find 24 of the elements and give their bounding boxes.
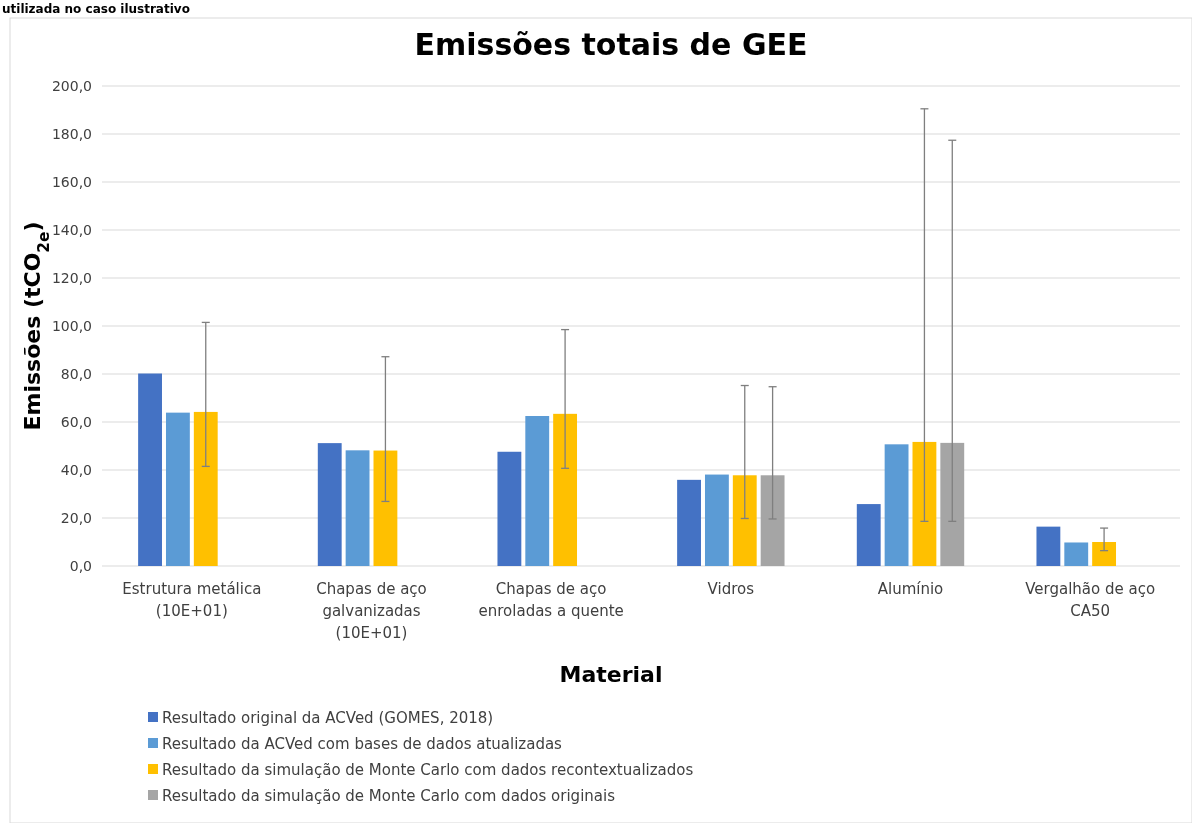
x-tick-label: Chapas de aço enroladas a quente [478,580,624,620]
y-tick-label: 160,0 [51,173,92,190]
y-tick-label: 140,0 [51,221,92,238]
y-tick-label: 40,0 [60,461,92,478]
legend-label: Resultado da simulação de Monte Carlo com dados recontextualizados [162,761,694,780]
x-axis-title: Material [559,662,663,687]
legend-label: Resultado da ACVed com bases de dados atualizadas [162,735,563,754]
x-tick-label: Chapas de aço galvanizadas (10E+01) [316,580,427,642]
x-tick-label: Vergalhão de aço CA50 [1025,580,1156,620]
text: utilizada no caso ilustrativo [2,2,190,16]
x-tick-label: Alumínio [877,580,944,598]
y-tick-label: 0,0 [69,557,92,574]
legend-label: Resultado original da ACVed (GOMES, 2018) [162,709,494,728]
x-tick-label: Vidros [707,580,755,598]
y-tick-label: 100,0 [51,317,92,334]
y-tick-label: 200,0 [51,77,92,94]
y-tick-label: 180,0 [51,125,92,142]
y-tick-label: 60,0 [60,413,92,430]
x-tick-label: Estrutura metálica (10E+01) [122,580,262,620]
chart-title: Emissões totais de GEE [414,27,808,62]
legend-label: Resultado da simulação de Monte Carlo com dados originais [162,787,616,806]
y-tick-label: 80,0 [60,365,92,382]
y-tick-label: 120,0 [51,269,92,286]
y-tick-label: 20,0 [60,509,92,526]
